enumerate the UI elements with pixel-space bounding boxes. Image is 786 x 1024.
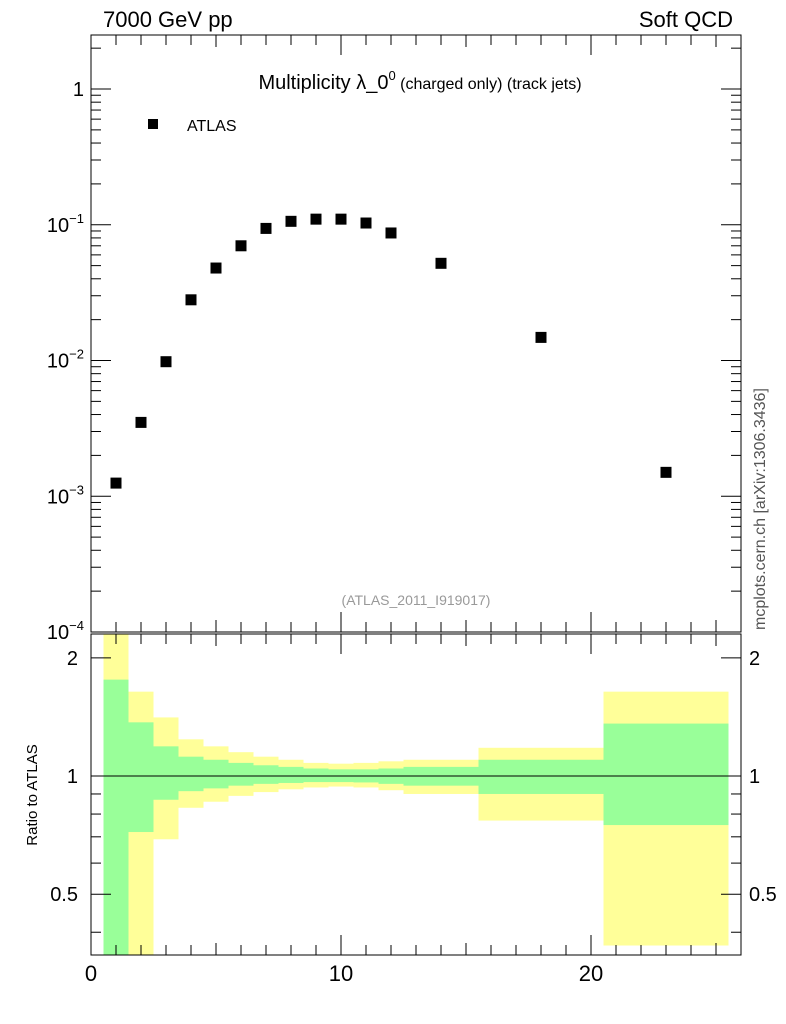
bottom-y-tick-label-right: 1 — [749, 766, 760, 788]
x-tick-label: 10 — [329, 961, 353, 986]
bottom-y-tick-label-right: 2 — [749, 648, 760, 670]
green-band — [153, 746, 179, 800]
top-plot-area: 1 10−1 10−2 10−3 10−4 — [47, 34, 742, 644]
y-axis-label-ratio: Ratio to ATLAS — [24, 744, 41, 845]
data-point — [360, 217, 372, 229]
green-band — [228, 762, 254, 786]
green-band — [253, 765, 279, 784]
side-label: mcplots.cern.ch [arXiv:1306.3436] — [752, 388, 769, 630]
green-band — [603, 723, 729, 826]
top-y-tick-label: 1 — [73, 79, 84, 101]
data-point — [660, 466, 672, 478]
data-point — [185, 294, 197, 306]
data-point — [435, 257, 447, 269]
chart-title-sup: 0 — [388, 68, 395, 83]
top-y-tick-label: 10−3 — [47, 482, 84, 508]
watermark: (ATLAS_2011_I919017) — [342, 592, 491, 608]
green-band — [178, 756, 204, 792]
data-point — [260, 222, 272, 234]
green-band — [103, 679, 129, 955]
green-band — [203, 759, 229, 789]
svg-text:Multiplicity λ_00 (charged onl: Multiplicity λ_00 (charged only) (track … — [258, 68, 581, 94]
chart-title-main: Multiplicity λ_0 — [258, 72, 388, 94]
bottom-plot-area: 0.5 0.51 12 20 10 20 — [50, 633, 777, 986]
data-point — [310, 213, 322, 225]
data-point — [335, 213, 347, 225]
green-band — [303, 768, 329, 783]
bottom-y-tick-label-left: 0.5 — [50, 884, 78, 906]
x-tick-label: 20 — [579, 961, 603, 986]
bottom-y-tick-label-right: 0.5 — [749, 884, 777, 906]
top-y-tick-label: 10−1 — [47, 211, 84, 237]
data-point — [285, 215, 297, 227]
data-point — [535, 331, 547, 343]
legend-label: ATLAS — [187, 118, 237, 135]
data-point — [110, 477, 122, 489]
chart-title-tail: (charged only) (track jets) — [396, 76, 582, 93]
green-band — [278, 766, 304, 783]
data-point — [160, 356, 172, 368]
chart-title: Multiplicity λ_00 (charged only) (track … — [258, 68, 581, 94]
data-point — [210, 262, 222, 274]
bottom-y-tick-label-left: 2 — [67, 648, 78, 670]
data-point — [385, 227, 397, 239]
bottom-y-tick-label-left: 1 — [67, 766, 78, 788]
green-band — [128, 722, 154, 833]
header-left: 7000 GeV pp — [103, 7, 233, 32]
data-point — [135, 416, 147, 428]
top-y-tick-label: 10−2 — [47, 347, 84, 373]
x-tick-label: 0 — [85, 961, 97, 986]
green-band — [478, 759, 604, 794]
data-point — [235, 240, 247, 252]
top-y-tick-label: 10−4 — [47, 618, 84, 644]
header-right: Soft QCD — [639, 7, 733, 32]
legend-marker — [148, 119, 158, 129]
